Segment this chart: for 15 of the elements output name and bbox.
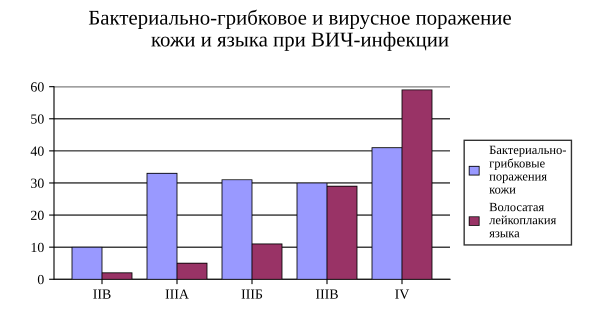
legend-label: Бактериально- грибковые поражения кожи [489, 146, 566, 194]
chart-title: Бактериально-грибковое и вирусное поражение кожи и языка при ВИЧ-инфекции [88, 10, 511, 51]
y-tick-label: 10 [32, 242, 44, 252]
x-tick-label: IIIА [166, 289, 189, 299]
x-tick-label: IV [395, 290, 410, 299]
y-tick-label: 40 [30, 146, 44, 156]
y-tick-label: 30 [31, 178, 44, 188]
x-tick-label: IIIБ [242, 290, 262, 299]
y-tick-label: 50 [31, 114, 44, 124]
y-tick-label: 20 [31, 210, 44, 220]
legend-label: Волосатая лейкоплакия языка [489, 202, 556, 238]
x-tick-label: IIIВ [316, 290, 338, 299]
y-tick-label: 0 [38, 274, 44, 284]
x-tick-label: IIВ [93, 290, 111, 299]
y-tick-label: 60 [30, 82, 44, 92]
